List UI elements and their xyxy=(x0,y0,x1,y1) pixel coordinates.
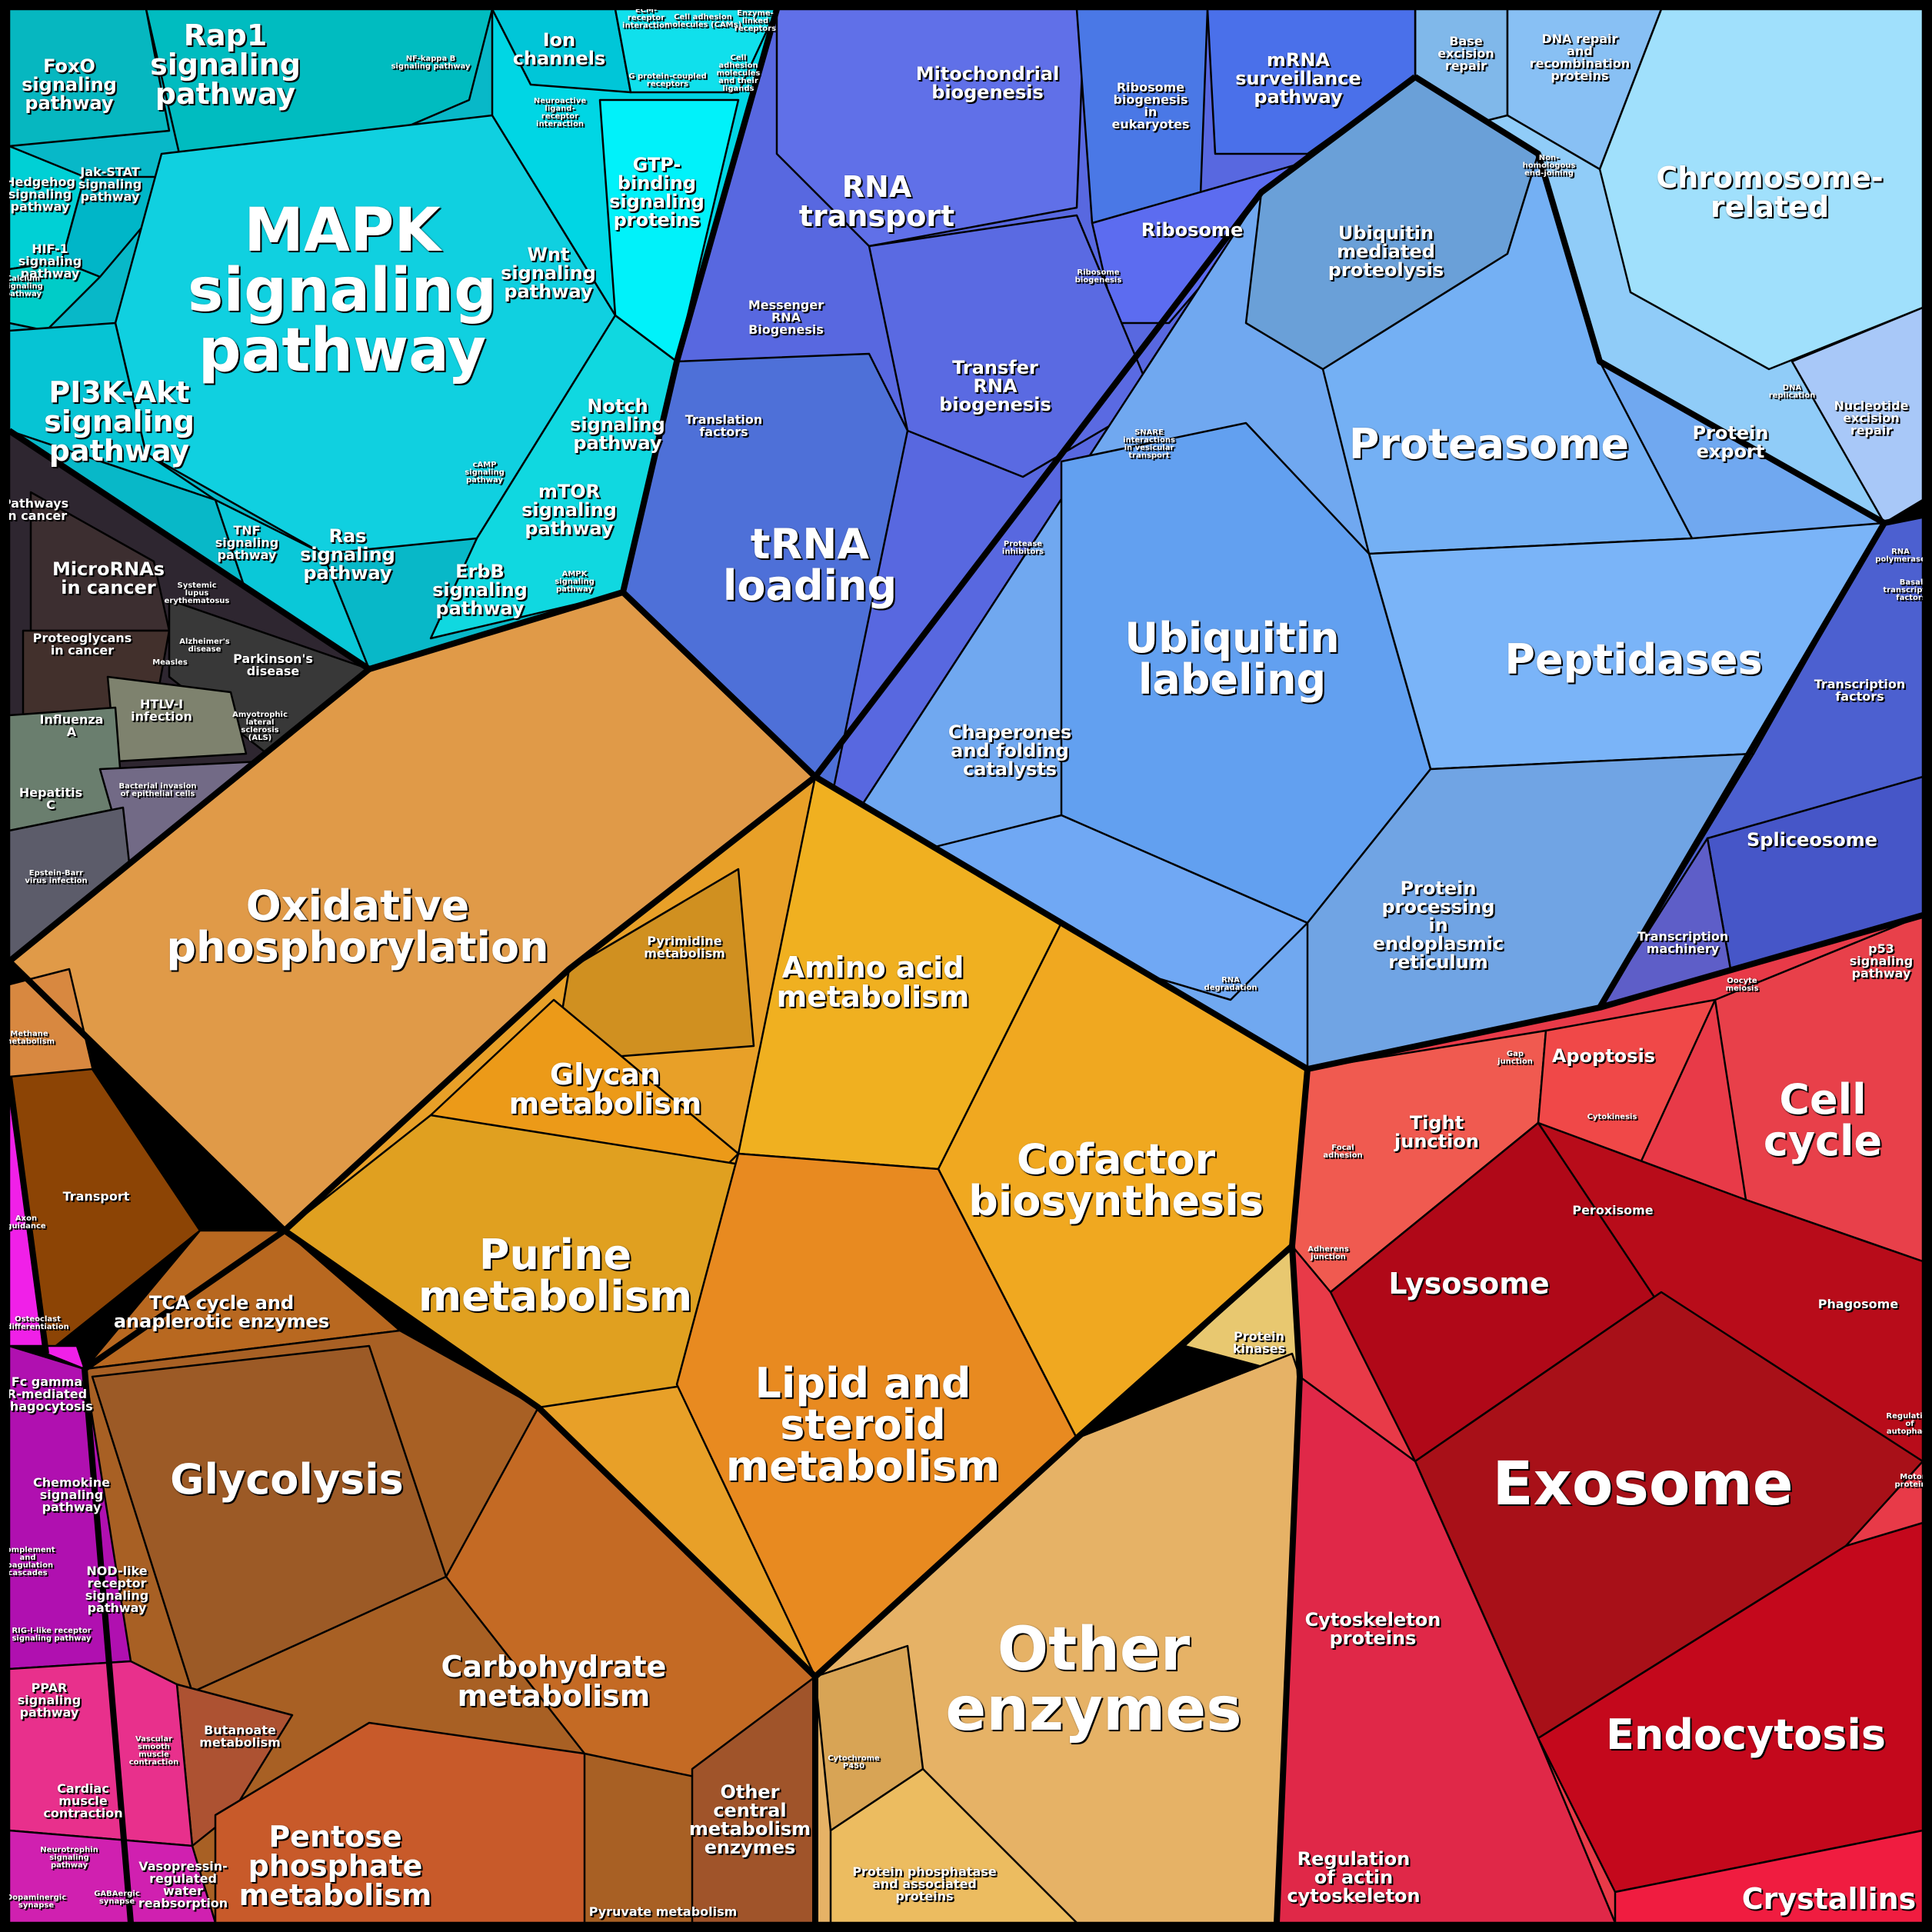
region-biosynthesis[interactable] xyxy=(283,775,1309,1678)
region-cellular[interactable] xyxy=(1275,914,1924,1924)
region-folding[interactable] xyxy=(814,75,1886,1071)
region-replication[interactable] xyxy=(1414,8,1924,525)
group-boundaries xyxy=(6,8,1924,1924)
region-genetic[interactable] xyxy=(621,8,1924,1009)
region-carbohydrate[interactable] xyxy=(83,1329,817,1924)
region-membrane[interactable] xyxy=(491,8,778,363)
region-energy[interactable] xyxy=(8,591,817,1371)
